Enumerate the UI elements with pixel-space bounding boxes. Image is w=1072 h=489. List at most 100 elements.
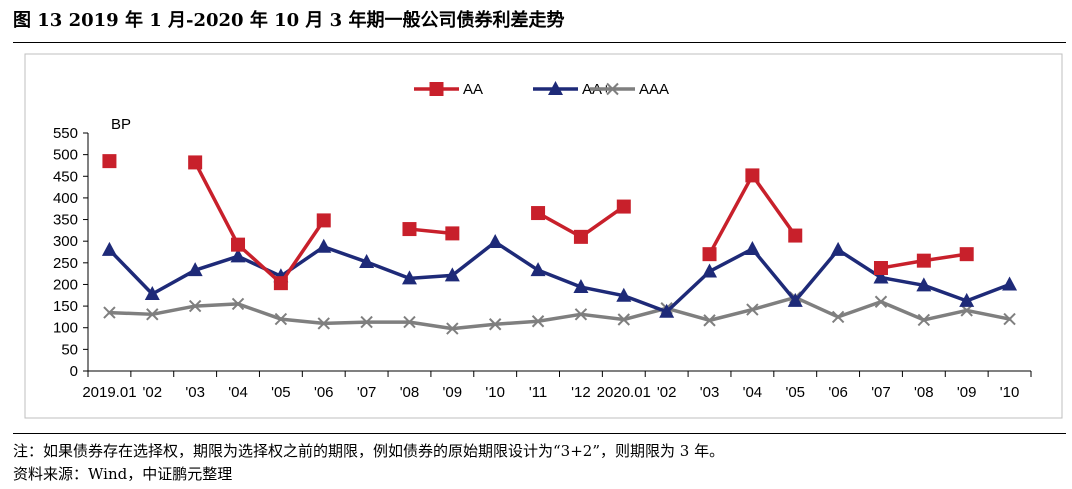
x-tick-label: '06 xyxy=(314,384,334,401)
x-tick-label: '07 xyxy=(871,384,891,401)
chart-note: 注：如果债券存在选择权，期限为选择权之前的期限，例如债券的原始期限设计为“3+2… xyxy=(13,442,725,460)
series-line-segment xyxy=(236,254,283,278)
data-point xyxy=(916,253,931,268)
x-tick-label: '05 xyxy=(785,384,805,401)
series-line-segment xyxy=(750,247,797,303)
data-point xyxy=(659,303,675,318)
y-tick-label: 0 xyxy=(70,363,78,380)
data-point xyxy=(830,241,846,256)
title-divider xyxy=(13,42,1066,43)
y-axis-unit-label: BP xyxy=(111,116,131,133)
data-point xyxy=(487,234,503,249)
data-point xyxy=(231,297,245,311)
data-point xyxy=(787,292,803,307)
data-point xyxy=(402,222,417,237)
data-point xyxy=(959,247,974,262)
data-point xyxy=(316,213,331,228)
data-point xyxy=(101,241,117,256)
series-line-segment xyxy=(407,273,455,281)
chart-source: 资料来源：Wind，中证鹏元整理 xyxy=(13,465,233,483)
series-aaa xyxy=(103,291,1016,335)
series-line-segment xyxy=(922,308,969,322)
series-line-segment xyxy=(707,173,755,256)
data-point xyxy=(1002,276,1018,291)
series-line-segment xyxy=(322,320,369,326)
x-tick-label: '09 xyxy=(957,384,977,401)
series-line-segment xyxy=(236,302,283,321)
data-point xyxy=(446,322,459,335)
x-tick-label: '12 xyxy=(571,384,591,401)
x-tick-label: '04 xyxy=(228,384,248,401)
series-line-segment xyxy=(279,317,326,326)
data-point xyxy=(273,276,288,291)
x-tick-label: '02 xyxy=(657,384,677,401)
data-point xyxy=(103,306,116,319)
series-line-segment xyxy=(879,258,926,270)
y-tick-label: 200 xyxy=(53,276,78,293)
series-line-segment xyxy=(579,312,626,322)
chart-axes: 0 50 100 150 200 250 300 350 400 450 500 550 2019.01… xyxy=(53,125,1032,401)
series-line-segment xyxy=(450,322,497,331)
data-point xyxy=(231,237,246,252)
y-tick-label: 300 xyxy=(53,233,78,250)
series-line-segment xyxy=(279,218,326,285)
x-tick-label: '09 xyxy=(443,384,463,401)
series-line-segment xyxy=(107,310,155,317)
series-line-segment xyxy=(193,160,240,247)
x-tick-label: '03 xyxy=(185,384,205,401)
data-point xyxy=(831,310,845,324)
data-point xyxy=(102,154,117,169)
data-point xyxy=(188,299,202,313)
series-line-segment xyxy=(622,293,669,314)
data-point xyxy=(874,295,888,308)
series-line-segment xyxy=(493,240,540,272)
chart-series xyxy=(101,154,1018,335)
data-point xyxy=(274,312,288,326)
legend-marker xyxy=(548,81,563,95)
series-line-segment xyxy=(536,312,583,323)
series-line-segment xyxy=(407,320,455,331)
x-tick-label: '08 xyxy=(914,384,934,401)
chart-frame xyxy=(24,53,1063,419)
series-aa xyxy=(102,154,974,291)
series-line-segment xyxy=(922,283,969,303)
series-line-segment xyxy=(879,275,926,288)
data-point xyxy=(401,270,417,285)
data-point xyxy=(531,315,545,328)
series-line-segment xyxy=(964,308,1012,321)
x-tick-label: '06 xyxy=(828,384,848,401)
data-point xyxy=(317,317,330,330)
y-tick-label: 150 xyxy=(53,298,78,315)
data-point xyxy=(360,315,373,329)
data-point xyxy=(702,247,717,262)
series-aa-plus xyxy=(101,234,1018,318)
series-line-segment xyxy=(836,300,883,319)
series-line-segment xyxy=(150,304,197,317)
y-tick-label: 50 xyxy=(61,341,78,358)
x-tick-label: '02 xyxy=(143,384,163,401)
y-tick-label: 350 xyxy=(53,212,78,229)
series-line-segment xyxy=(664,269,712,314)
data-point xyxy=(873,269,889,284)
x-tick-label: 2020.01 xyxy=(597,384,651,401)
series-line-segment xyxy=(193,302,240,308)
data-point xyxy=(144,285,160,300)
series-line-segment xyxy=(964,282,1012,303)
data-point xyxy=(146,308,159,321)
series-line-segment xyxy=(579,204,626,239)
data-point xyxy=(917,313,931,327)
data-point xyxy=(788,228,803,243)
data-point xyxy=(531,206,546,221)
series-line-segment xyxy=(536,211,583,239)
data-point xyxy=(316,238,332,253)
data-point xyxy=(703,314,716,327)
figure-title: 图 13 2019 年 1 月-2020 年 10 月 3 年期一般公司债券利差… xyxy=(13,10,565,31)
x-tick-label: '08 xyxy=(400,384,420,401)
data-point xyxy=(702,263,718,278)
data-point xyxy=(187,262,203,277)
series-line-segment xyxy=(579,285,626,298)
x-tick-label: '11 xyxy=(529,384,547,401)
data-point xyxy=(530,262,546,277)
data-point xyxy=(617,313,631,326)
